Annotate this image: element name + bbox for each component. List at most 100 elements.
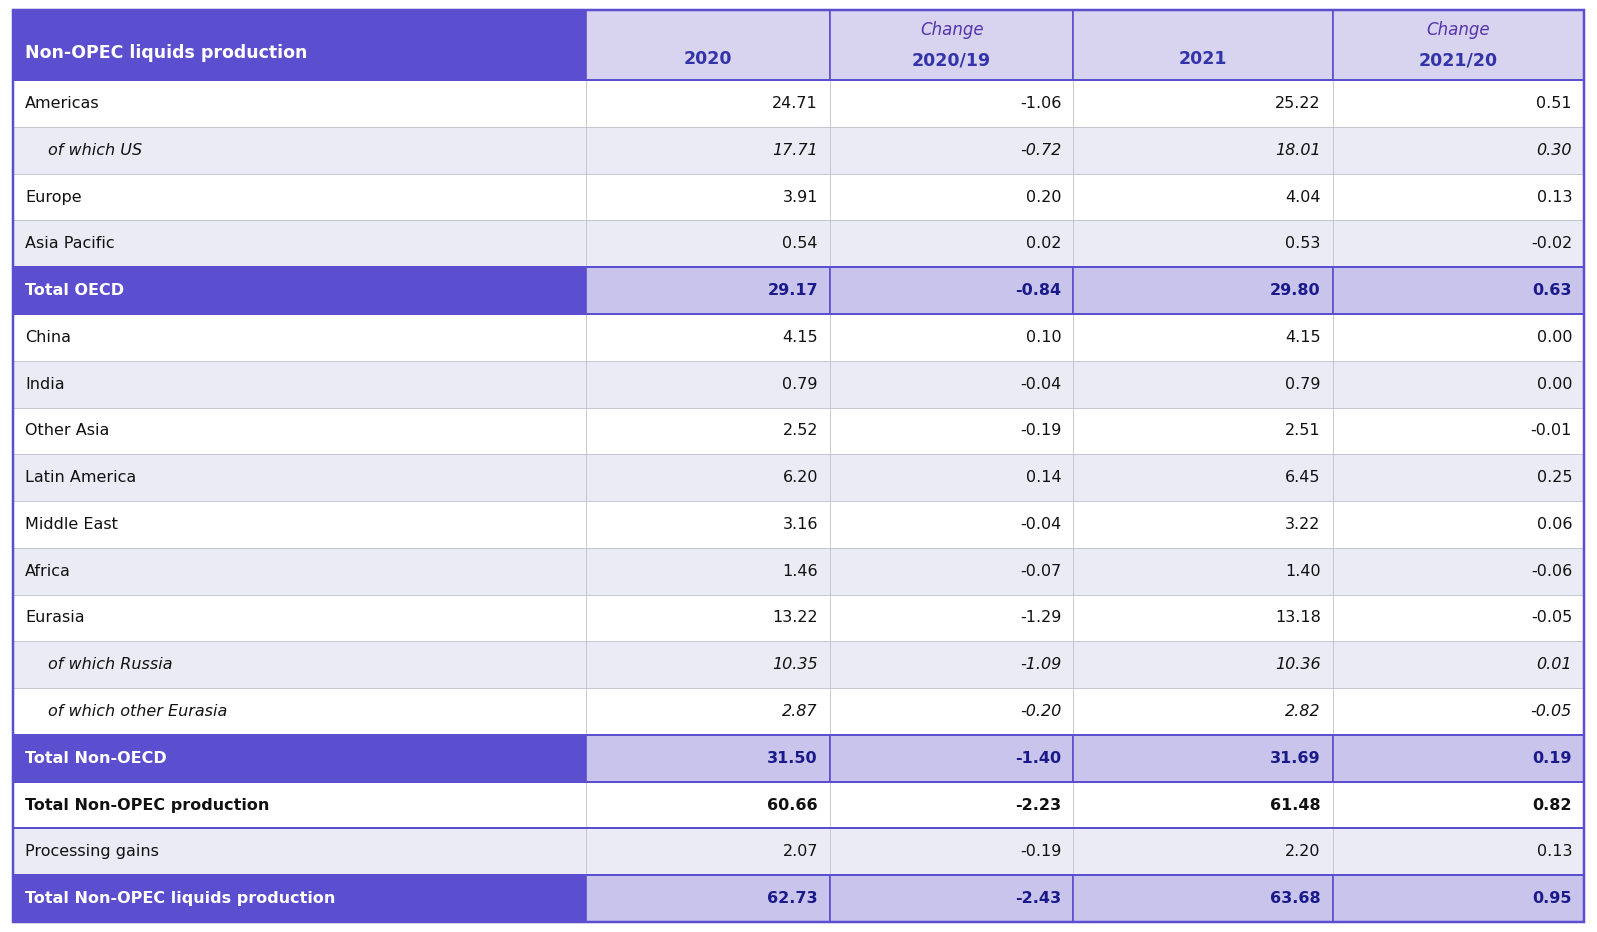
Text: Total Non-OPEC production: Total Non-OPEC production (26, 798, 270, 813)
Bar (1332, 688, 1584, 735)
Bar (830, 80, 1073, 127)
Text: 2020/19: 2020/19 (912, 51, 992, 70)
Text: 0.54: 0.54 (783, 237, 818, 252)
Text: -0.07: -0.07 (1020, 564, 1062, 579)
Text: 0.06: 0.06 (1536, 517, 1571, 532)
Bar (830, 267, 1073, 314)
Text: 0.25: 0.25 (1536, 470, 1571, 486)
Text: -0.84: -0.84 (1016, 283, 1062, 298)
Text: India: India (26, 377, 64, 391)
Text: of which US: of which US (48, 143, 142, 158)
Bar (830, 407, 1073, 454)
Bar (13, 735, 586, 782)
Text: of which Russia: of which Russia (48, 657, 172, 672)
Bar (1073, 875, 1332, 922)
Text: 0.00: 0.00 (1536, 330, 1571, 345)
Bar (586, 782, 830, 829)
Text: -2.23: -2.23 (1016, 798, 1062, 813)
Bar (1332, 407, 1584, 454)
Text: 24.71: 24.71 (773, 96, 818, 111)
Bar (1073, 548, 1332, 595)
Bar (586, 361, 830, 407)
Text: 4.15: 4.15 (783, 330, 818, 345)
Bar (1332, 595, 1584, 641)
Bar (13, 501, 586, 548)
Bar (830, 875, 1073, 922)
Bar (830, 10, 1073, 80)
Text: 0.10: 0.10 (1025, 330, 1062, 345)
Text: 2021: 2021 (1179, 50, 1226, 68)
Bar (13, 80, 586, 127)
Bar (586, 829, 830, 875)
Text: 13.22: 13.22 (773, 610, 818, 625)
Bar (13, 10, 586, 80)
Text: Middle East: Middle East (26, 517, 118, 532)
Text: -0.04: -0.04 (1020, 517, 1062, 532)
Bar (1073, 501, 1332, 548)
Text: Americas: Americas (26, 96, 99, 111)
Text: -0.05: -0.05 (1532, 704, 1571, 720)
Bar (1073, 782, 1332, 829)
Text: -0.05: -0.05 (1532, 610, 1571, 625)
Text: Total OECD: Total OECD (26, 283, 125, 298)
Text: 62.73: 62.73 (767, 891, 818, 906)
Bar (13, 221, 586, 267)
Bar (830, 454, 1073, 501)
Text: -0.20: -0.20 (1020, 704, 1062, 720)
Bar (830, 595, 1073, 641)
Text: -0.19: -0.19 (1020, 844, 1062, 859)
Text: Change: Change (920, 21, 984, 38)
Bar (1332, 548, 1584, 595)
Text: 3.16: 3.16 (783, 517, 818, 532)
Text: 0.02: 0.02 (1025, 237, 1062, 252)
Bar (1073, 221, 1332, 267)
Text: 6.20: 6.20 (783, 470, 818, 486)
Bar (830, 829, 1073, 875)
Text: 2.51: 2.51 (1286, 423, 1321, 438)
Bar (1073, 641, 1332, 688)
Text: -0.02: -0.02 (1532, 237, 1571, 252)
Bar (586, 595, 830, 641)
Bar (1332, 80, 1584, 127)
Bar (1332, 501, 1584, 548)
Bar (586, 688, 830, 735)
Text: 0.13: 0.13 (1536, 189, 1571, 205)
Bar (586, 80, 830, 127)
Text: -1.06: -1.06 (1020, 96, 1062, 111)
Bar (1073, 127, 1332, 173)
Text: Change: Change (1426, 21, 1490, 38)
Text: 2.87: 2.87 (783, 704, 818, 720)
Bar (13, 267, 586, 314)
Bar (13, 688, 586, 735)
Text: 2.07: 2.07 (783, 844, 818, 859)
Bar (13, 641, 586, 688)
Bar (586, 221, 830, 267)
Text: 3.22: 3.22 (1286, 517, 1321, 532)
Text: 1.40: 1.40 (1286, 564, 1321, 579)
Bar (830, 688, 1073, 735)
Text: 0.20: 0.20 (1025, 189, 1062, 205)
Text: Africa: Africa (26, 564, 70, 579)
Text: of which other Eurasia: of which other Eurasia (48, 704, 227, 720)
Bar (13, 595, 586, 641)
Text: 0.13: 0.13 (1536, 844, 1571, 859)
Text: 2.82: 2.82 (1286, 704, 1321, 720)
Bar (830, 548, 1073, 595)
Text: 2020: 2020 (684, 50, 733, 68)
Bar (1073, 595, 1332, 641)
Text: 31.69: 31.69 (1270, 751, 1321, 766)
Text: 29.17: 29.17 (767, 283, 818, 298)
Text: 31.50: 31.50 (767, 751, 818, 766)
Bar (830, 173, 1073, 221)
Text: 2021/20: 2021/20 (1418, 51, 1498, 70)
Bar (586, 127, 830, 173)
Text: -0.06: -0.06 (1532, 564, 1571, 579)
Text: 0.19: 0.19 (1533, 751, 1571, 766)
Text: Non-OPEC liquids production: Non-OPEC liquids production (26, 45, 307, 62)
Text: Processing gains: Processing gains (26, 844, 158, 859)
Bar (1332, 829, 1584, 875)
Text: 4.04: 4.04 (1286, 189, 1321, 205)
Bar (13, 829, 586, 875)
Bar (586, 454, 830, 501)
Bar (586, 267, 830, 314)
